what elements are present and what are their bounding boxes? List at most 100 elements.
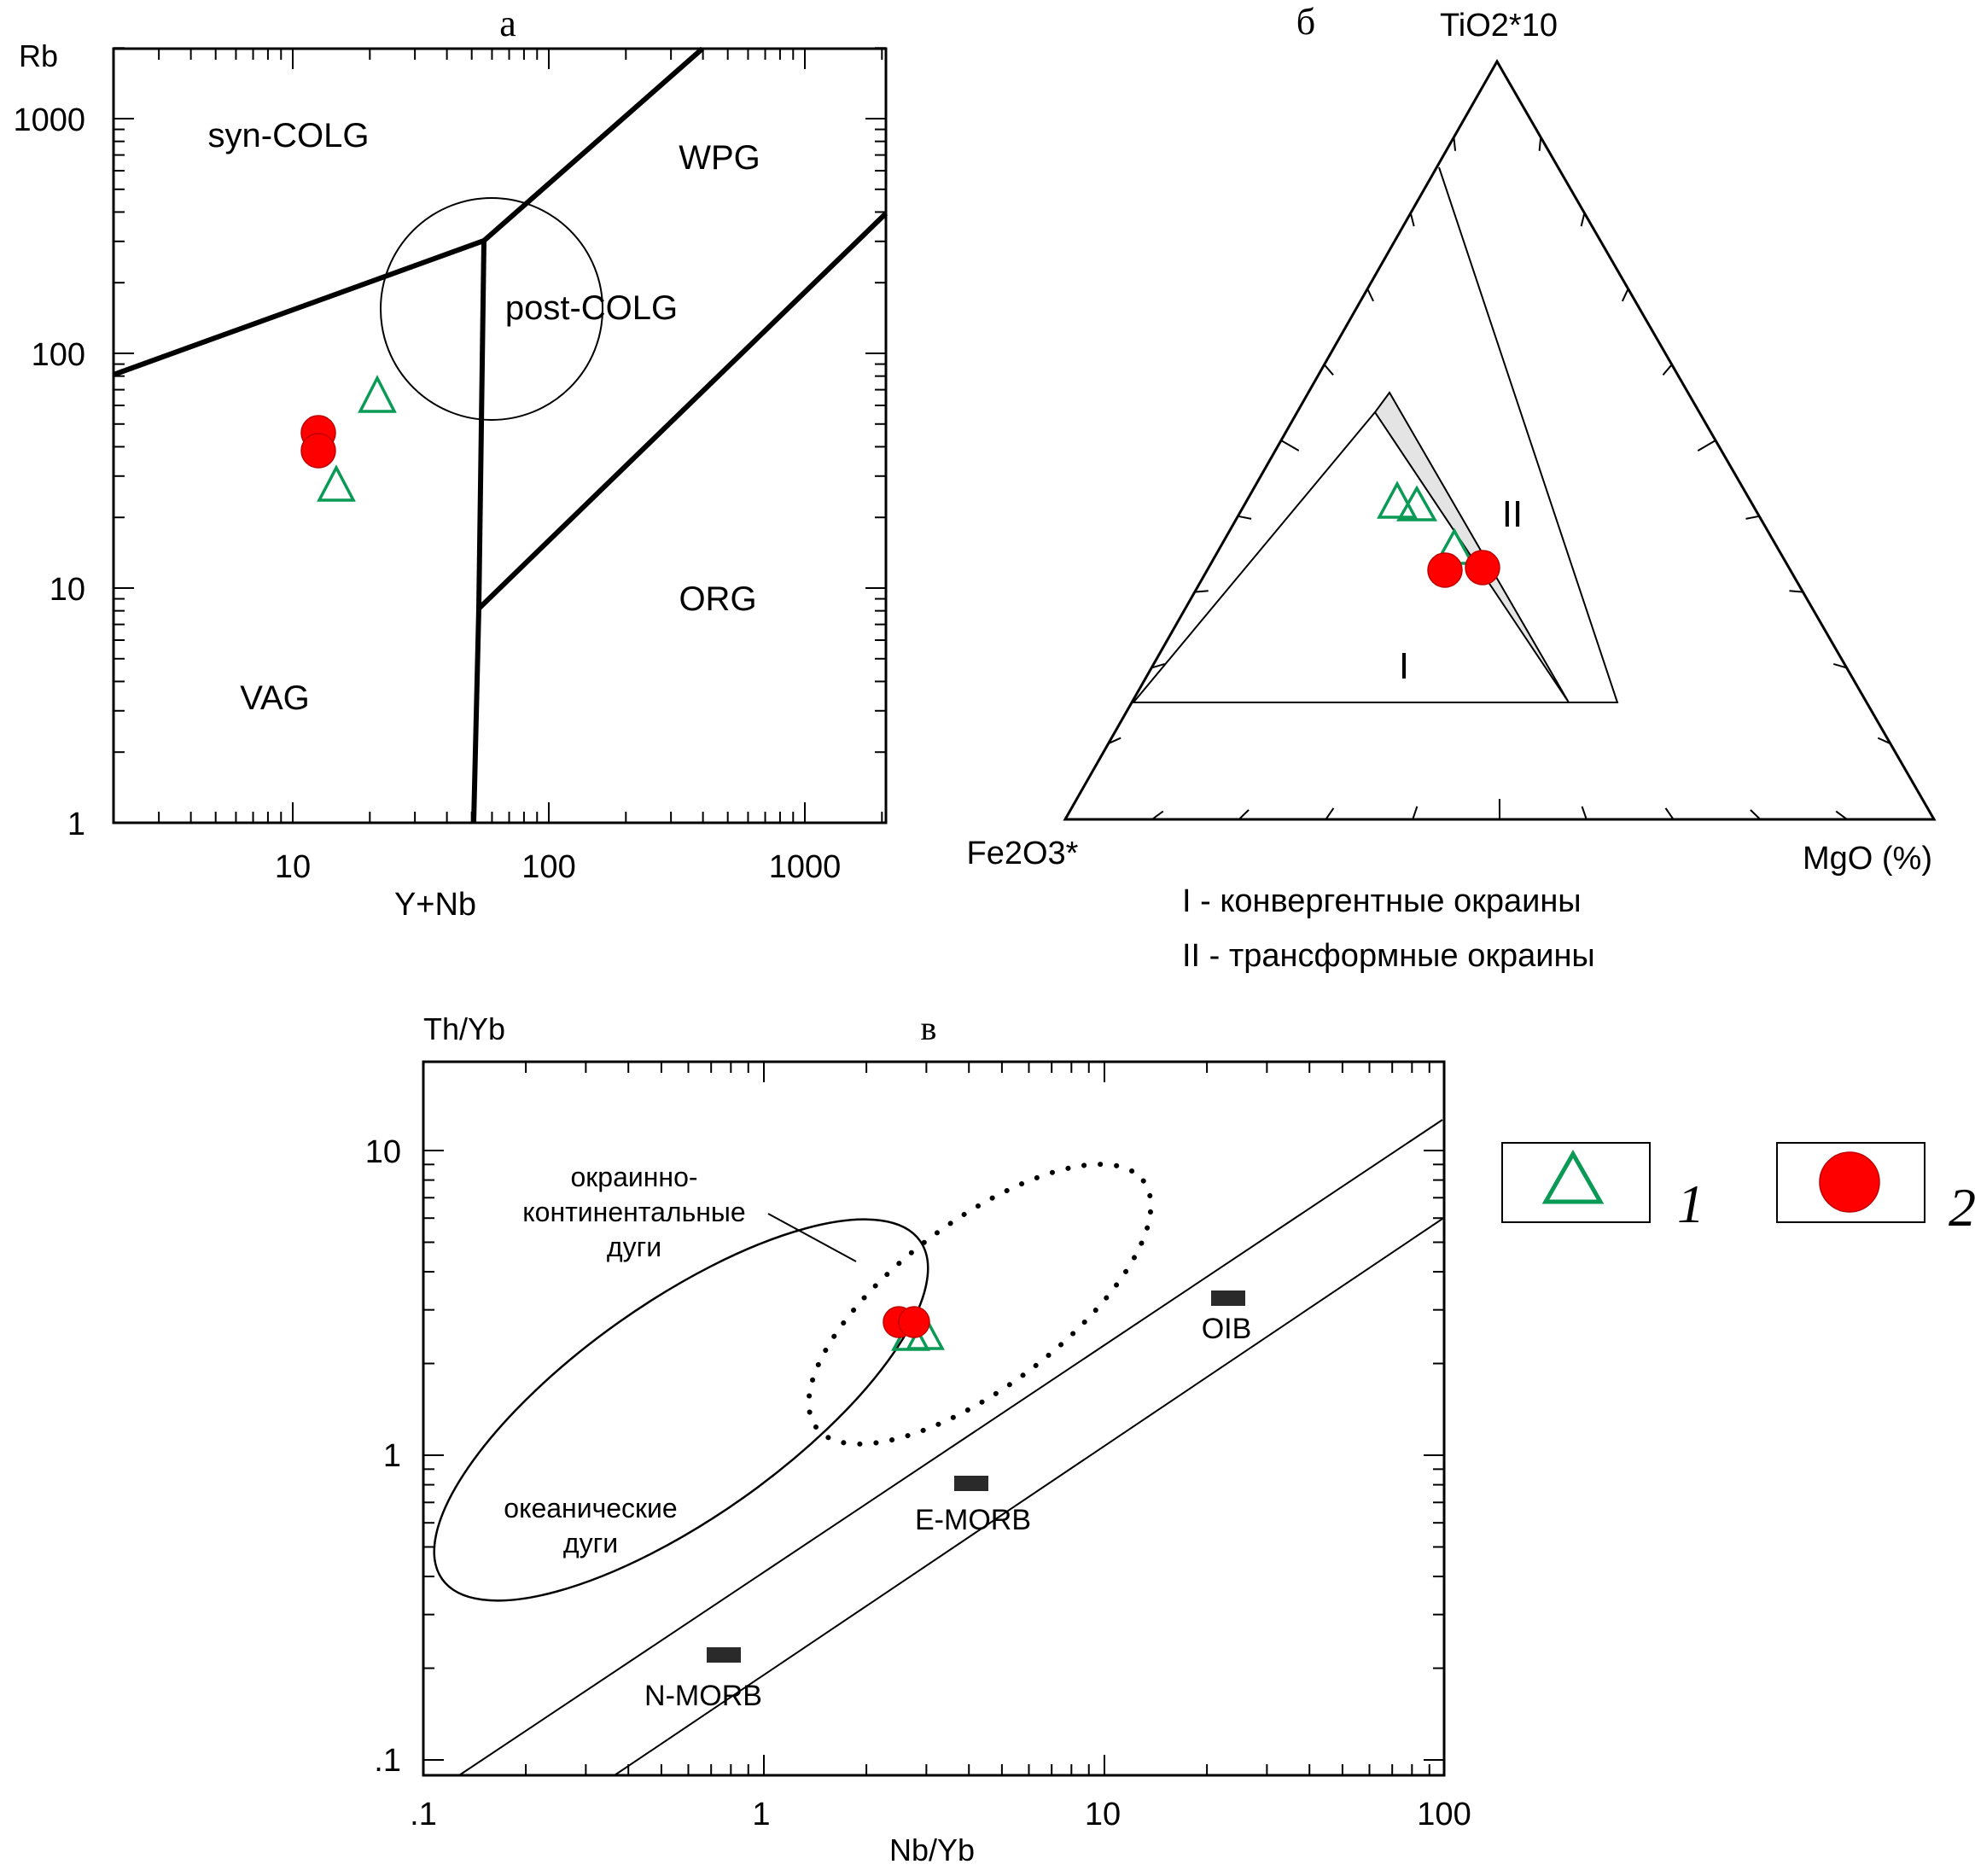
panel-b-tick — [1453, 137, 1457, 151]
panel-c-oceanic-label-line2: дуги — [563, 1528, 618, 1558]
panel-b-point-group1 — [1377, 481, 1418, 519]
panel-b-tick — [1409, 213, 1415, 227]
panel-b-tick — [1581, 806, 1588, 820]
panel-a-x-tick-100: 100 — [521, 849, 575, 885]
panel-b-apex-left: Fe2O3* — [967, 836, 1079, 871]
panel-c-y-tick-0-1: .1 — [374, 1743, 401, 1779]
panel-c-frame — [422, 1060, 1446, 1777]
panel-b-apex-top: TiO2*10 — [1440, 8, 1558, 44]
panel-b-point-group2 — [1465, 550, 1500, 586]
panel-c: в Th/Yb Nb/Yb .1 1 10 .1 1 10 100 окраин… — [365, 1009, 1471, 1867]
panel-a-y-tick-1000: 1000 — [13, 102, 85, 138]
panel-b-apex-right: MgO (%) — [1803, 841, 1932, 877]
panel-c-y-axis-label: Th/Yb — [423, 1011, 505, 1046]
panel-b-legend-ii: II - трансформные окраины — [1182, 938, 1595, 974]
panel-c-ref-oib-marker — [1211, 1290, 1245, 1306]
panel-a-frame — [112, 47, 888, 824]
panel-b-tick — [1238, 515, 1252, 520]
panel-b-tick — [1538, 137, 1542, 151]
panel-c-label: в — [921, 1009, 937, 1047]
legend-label-1: 1 — [1677, 1174, 1704, 1234]
panel-a-post-colg-circle — [380, 197, 603, 421]
panel-b-tick — [1151, 810, 1164, 820]
panel-c-mantle-array-upper — [458, 1119, 1443, 1776]
panel-a-boundary-vertical — [471, 240, 486, 824]
panel-b-field-ii-outline — [1133, 166, 1619, 703]
panel-c-ref-n-morb-label: N-MORB — [644, 1680, 762, 1712]
panel-b-field-i-label: I — [1399, 645, 1409, 687]
panel-b-label: б — [1296, 1, 1315, 43]
symbol-legend: 1 2 — [1501, 1142, 1975, 1238]
panel-c-y-tick-10: 10 — [365, 1134, 401, 1170]
panel-a-x-axis-label: Y+Nb — [394, 887, 476, 923]
panel-c-continental-label-line1: окраинно- — [570, 1162, 697, 1192]
panel-a-field-wpg: WPG — [679, 139, 760, 177]
panel-c-oceanic-label-line1: океанические — [504, 1493, 677, 1524]
panel-b-field-i-outline — [1131, 411, 1569, 703]
panel-b-tick — [1745, 515, 1760, 520]
panel-b-tick — [1750, 809, 1762, 820]
panel-c-ref-n-morb-marker — [707, 1647, 741, 1663]
legend-box-2 — [1776, 1142, 1925, 1223]
panel-a-y-tick-100: 100 — [32, 337, 85, 373]
panel-b-point-group1 — [1395, 485, 1438, 521]
panel-b-tick — [1366, 288, 1374, 302]
legend-circle-icon — [1819, 1151, 1880, 1213]
panel-b-tick — [1580, 213, 1586, 227]
panel-c-x-axis-label: Nb/Yb — [889, 1832, 975, 1867]
panel-a-field-post-colg: post-COLG — [505, 289, 678, 327]
panel-a-point-group2 — [300, 433, 336, 469]
panel-a-boundary-orG — [476, 211, 888, 611]
panel-c-ref-oib-label: OIB — [1202, 1313, 1252, 1345]
panel-b-ticks — [1108, 137, 1891, 820]
panel-a-y-tick-1: 1 — [67, 807, 85, 842]
panel-b-tick — [1280, 440, 1300, 452]
panel-b-tick — [1621, 288, 1629, 302]
legend-triangle-icon — [1541, 1149, 1605, 1204]
panel-c-y-tick-1: 1 — [383, 1438, 401, 1474]
legend-label-2: 2 — [1949, 1177, 1975, 1238]
panel-b-field-ii-label: II — [1502, 493, 1523, 535]
panel-b-triangle-frame — [1063, 58, 1937, 821]
panel-a-field-syn-colg: syn-COLG — [208, 117, 370, 154]
panel-c-ref-e-morb-label: E-MORB — [915, 1504, 1031, 1536]
panel-b-tick — [1108, 737, 1121, 745]
panel-c-continental-label-line2: континентальные — [522, 1197, 745, 1227]
panel-a-field-vag: VAG — [240, 679, 310, 717]
panel-b-tick — [1697, 440, 1716, 452]
panel-c-x-tick-0-1: .1 — [410, 1797, 437, 1832]
panel-c-field-continental-arcs — [806, 1162, 1154, 1447]
panel-c-continental-label-line3: дуги — [607, 1232, 661, 1262]
panel-a-point-group1 — [317, 464, 356, 502]
panel-b-tick — [1412, 806, 1419, 820]
legend-box-1 — [1501, 1142, 1651, 1223]
panel-b-tick — [1662, 364, 1673, 376]
panel-a-label: а — [499, 3, 516, 44]
panel-a-y-tick-10: 10 — [50, 572, 85, 608]
panel-c-point-group2 — [898, 1306, 930, 1338]
panel-b-tick — [1832, 662, 1847, 669]
panel-c-mantle-array-lower — [614, 1218, 1443, 1776]
panel-a-y-axis-label: Rb — [19, 38, 58, 73]
panel-c-x-tick-100: 100 — [1417, 1797, 1471, 1832]
panel-b-tick — [1877, 737, 1891, 745]
panel-c-ticks — [422, 1062, 1444, 1775]
panel-c-x-tick-10: 10 — [1085, 1797, 1121, 1832]
panel-c-ref-e-morb-marker — [954, 1476, 988, 1491]
panel-c-x-tick-1: 1 — [752, 1797, 770, 1832]
panel-a-field-org: ORG — [679, 580, 756, 618]
panel-b-tick — [1238, 809, 1250, 820]
panel-b-point-group2 — [1427, 552, 1463, 588]
panel-c-continental-label-leader — [767, 1213, 857, 1262]
panel-a-x-tick-1000: 1000 — [769, 849, 842, 885]
panel-b-tick — [1664, 807, 1675, 820]
panel-b-legend-i: I - конвергентные окраины — [1182, 883, 1582, 919]
panel-b-tick — [1325, 807, 1335, 820]
panel-b-tick — [1835, 810, 1848, 820]
panel-a-point-group1 — [358, 375, 397, 413]
panel-b: б TiO2*10 Fe2O3* MgO (%) II I I - конвер… — [967, 1, 1937, 974]
panel-b-tick — [1323, 364, 1334, 376]
panel-c-field-oceanic-arcs — [433, 1218, 929, 1602]
panel-a-ticks — [113, 47, 886, 824]
panel-a-x-tick-10: 10 — [275, 849, 311, 885]
